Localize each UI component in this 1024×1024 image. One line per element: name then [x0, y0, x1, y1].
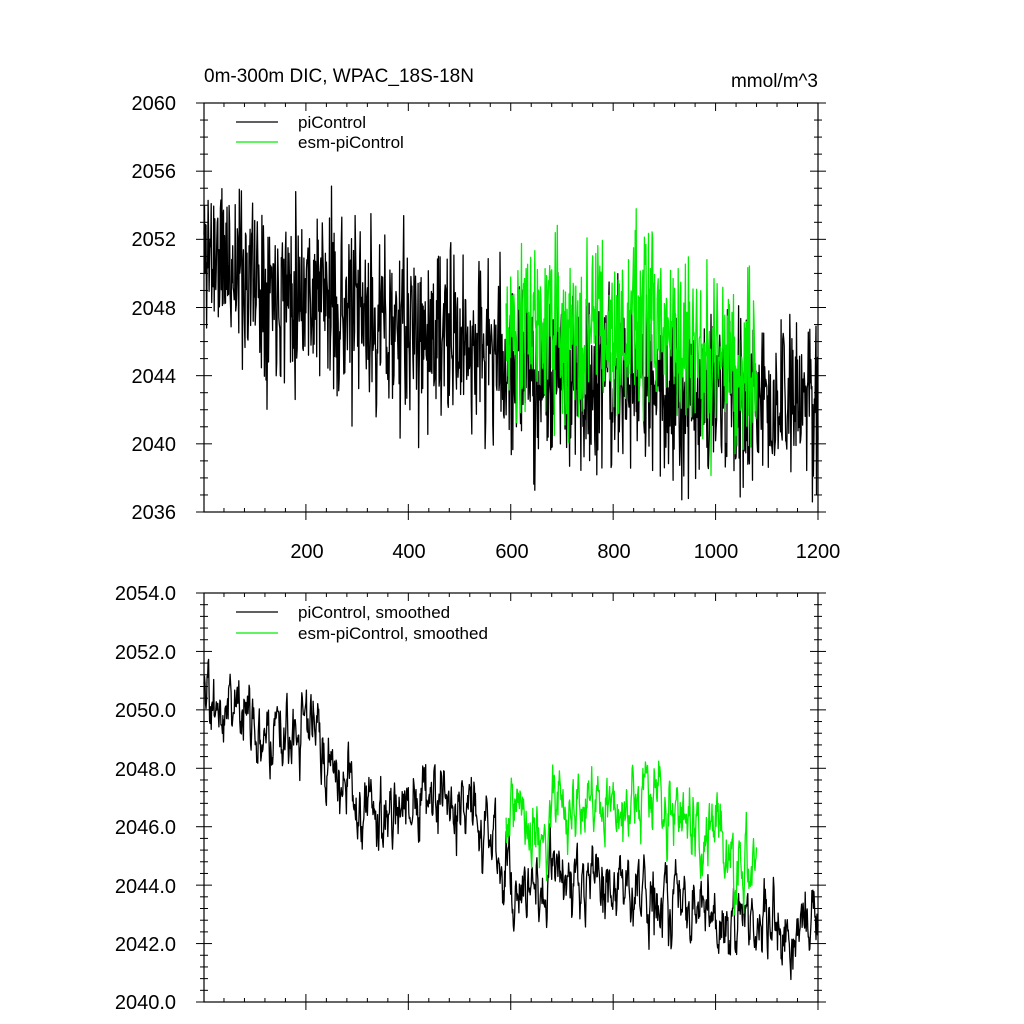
bottom-y-tick-label: 2040.0 [115, 992, 176, 1014]
legend-label-esm-picontrol: esm-piControl [298, 133, 404, 152]
top-x-tick-label: 400 [392, 541, 425, 563]
chart-title: 0m-300m DIC, WPAC_18S-18N [204, 66, 474, 87]
top-y-tick-label: 2056 [132, 161, 177, 183]
bottom-y-tick-label: 2052.0 [115, 642, 176, 664]
bottom-y-tick-labels: 2040.0 2042.0 2044.0 2046.0 2048.0 2050.… [115, 583, 176, 1014]
bottom-series-esm-picontrol-smoothed [505, 760, 758, 916]
bottom-y-tick-label: 2044.0 [115, 876, 176, 898]
top-panel: 0m-300m DIC, WPAC_18S-18N mmol/m^3 200 4… [132, 66, 841, 563]
bottom-y-tick-label: 2042.0 [115, 934, 176, 956]
legend-label-picontrol-smoothed: piControl, smoothed [298, 603, 450, 622]
top-x-tick-label: 200 [290, 541, 323, 563]
top-x-tick-label: 600 [495, 541, 528, 563]
legend-label-esm-picontrol-smoothed: esm-piControl, smoothed [298, 624, 488, 643]
bottom-y-tick-label: 2048.0 [115, 759, 176, 781]
top-series-esm-picontrol [505, 208, 758, 477]
top-series-layer [203, 185, 819, 503]
top-x-tick-label: 800 [597, 541, 630, 563]
top-y-tick-label: 2040 [132, 434, 177, 456]
top-legend: piControl esm-piControl [236, 113, 404, 152]
top-x-tick-labels: 200 400 600 800 1000 1200 [290, 541, 840, 563]
bottom-series-picontrol-smoothed [203, 658, 819, 981]
top-y-tick-labels: 2036 2040 2044 2048 2052 2056 2060 [132, 93, 177, 524]
bottom-y-tick-label: 2050.0 [115, 700, 176, 722]
bottom-y-tick-label: 2046.0 [115, 817, 176, 839]
bottom-y-tick-label: 2054.0 [115, 583, 176, 605]
top-series-picontrol [203, 185, 819, 503]
bottom-panel: 2040.0 2042.0 2044.0 2046.0 2048.0 2050.… [115, 583, 826, 1014]
top-x-tick-label: 1000 [694, 541, 739, 563]
top-axis-ticks [196, 102, 826, 520]
top-y-tick-label: 2060 [132, 93, 177, 115]
top-y-tick-label: 2036 [132, 502, 177, 524]
top-x-tick-label: 1200 [796, 541, 841, 563]
top-y-tick-label: 2044 [132, 366, 177, 388]
top-y-tick-label: 2048 [132, 298, 177, 320]
bottom-series-layer [203, 658, 819, 981]
top-y-tick-label: 2052 [132, 229, 177, 251]
units-label: mmol/m^3 [731, 71, 818, 92]
bottom-legend: piControl, smoothed esm-piControl, smoot… [236, 603, 488, 643]
bottom-axis-ticks [196, 592, 826, 1010]
legend-label-picontrol: piControl [298, 113, 366, 132]
